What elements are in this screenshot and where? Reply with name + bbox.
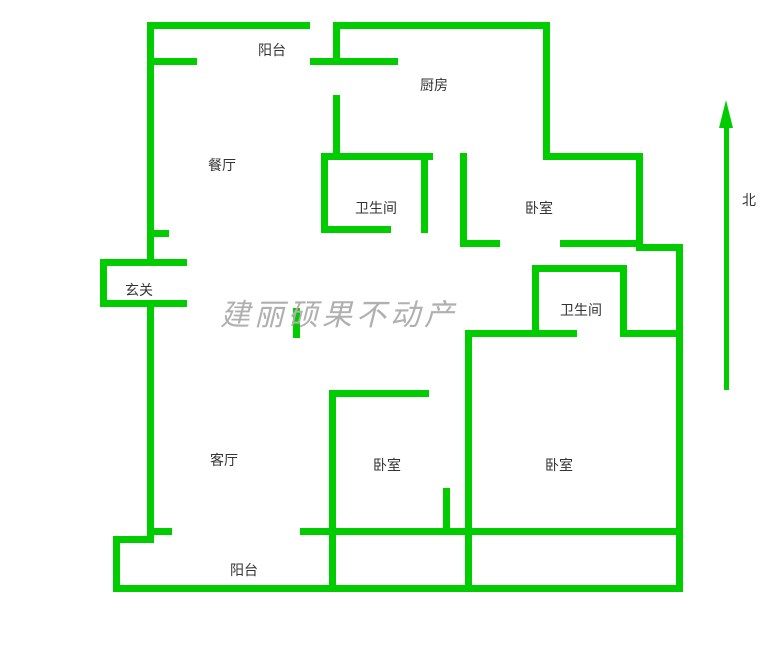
wall-outer-right-up	[543, 153, 643, 160]
wall-outer-left-balcony	[113, 536, 120, 592]
wall-dining-stub	[147, 230, 169, 237]
wall-balcony-bot-div2	[465, 528, 472, 592]
room-label-living: 客厅	[210, 450, 238, 470]
wall-bath2-right-ext	[620, 330, 683, 337]
wall-outer-right-mid	[636, 153, 643, 251]
wall-outer-left-ext	[100, 259, 154, 266]
room-label-kitchen: 厨房	[420, 75, 448, 95]
wall-bed2-top	[329, 390, 429, 397]
wall-outer-left-lower	[147, 300, 154, 543]
room-label-bathroom-1: 卫生间	[355, 198, 397, 218]
wall-bed3-left	[465, 330, 472, 535]
wall-outer-right-step	[636, 244, 683, 251]
watermark-text: 建丽硕果不动产	[220, 290, 458, 334]
room-label-bedroom-2: 卧室	[373, 455, 401, 475]
room-label-bathroom-2: 卫生间	[560, 300, 602, 320]
wall-bath2-bottom	[532, 330, 577, 337]
wall-kitchen-left	[333, 95, 340, 160]
wall-bed1-bottom-r	[560, 240, 643, 247]
wall-bath1-right	[421, 153, 428, 233]
wall-bath2-right	[620, 265, 627, 337]
wall-outer-top-left	[147, 22, 310, 29]
room-label-bedroom-1: 卧室	[525, 198, 553, 218]
wall-bed1-bottom-l	[460, 240, 500, 247]
wall-outer-bottom	[113, 585, 683, 592]
wall-living-bottom-sep-l	[147, 528, 172, 535]
room-label-dining: 餐厅	[208, 155, 236, 175]
wall-bed1-div	[460, 153, 467, 247]
wall-bed3-top	[465, 330, 535, 337]
wall-bed2-left	[329, 390, 336, 535]
wall-bath1-left	[321, 153, 328, 233]
wall-bath2-left	[532, 265, 539, 337]
compass-arrow-icon	[719, 100, 733, 128]
compass-label: 北	[742, 190, 756, 210]
wall-bath2-top	[532, 265, 627, 272]
room-label-balcony-bottom: 阳台	[230, 560, 258, 580]
wall-kitchen-bottom	[333, 153, 433, 160]
wall-outer-right-lower	[676, 244, 683, 592]
wall-outer-top-right	[333, 22, 550, 29]
wall-balcony-top-sep-r	[310, 58, 398, 65]
wall-balcony-top-sep-l	[147, 58, 197, 65]
room-label-bedroom-3: 卧室	[545, 455, 573, 475]
wall-entrance-top	[147, 259, 187, 266]
wall-balcony-bot-thin1	[204, 585, 208, 592]
wall-outer-left-below	[100, 300, 154, 307]
room-label-entrance: 玄关	[125, 280, 153, 300]
wall-living-bottom-sep-r	[300, 528, 680, 535]
wall-balcony-top-div	[333, 22, 340, 65]
wall-outer-right-kitchen	[543, 22, 550, 160]
compass-line	[724, 120, 729, 390]
wall-bath1-bottom	[321, 226, 391, 233]
room-label-balcony-top: 阳台	[258, 40, 286, 60]
wall-entrance-bottom	[147, 300, 187, 307]
wall-balcony-bot-div1	[329, 528, 336, 592]
